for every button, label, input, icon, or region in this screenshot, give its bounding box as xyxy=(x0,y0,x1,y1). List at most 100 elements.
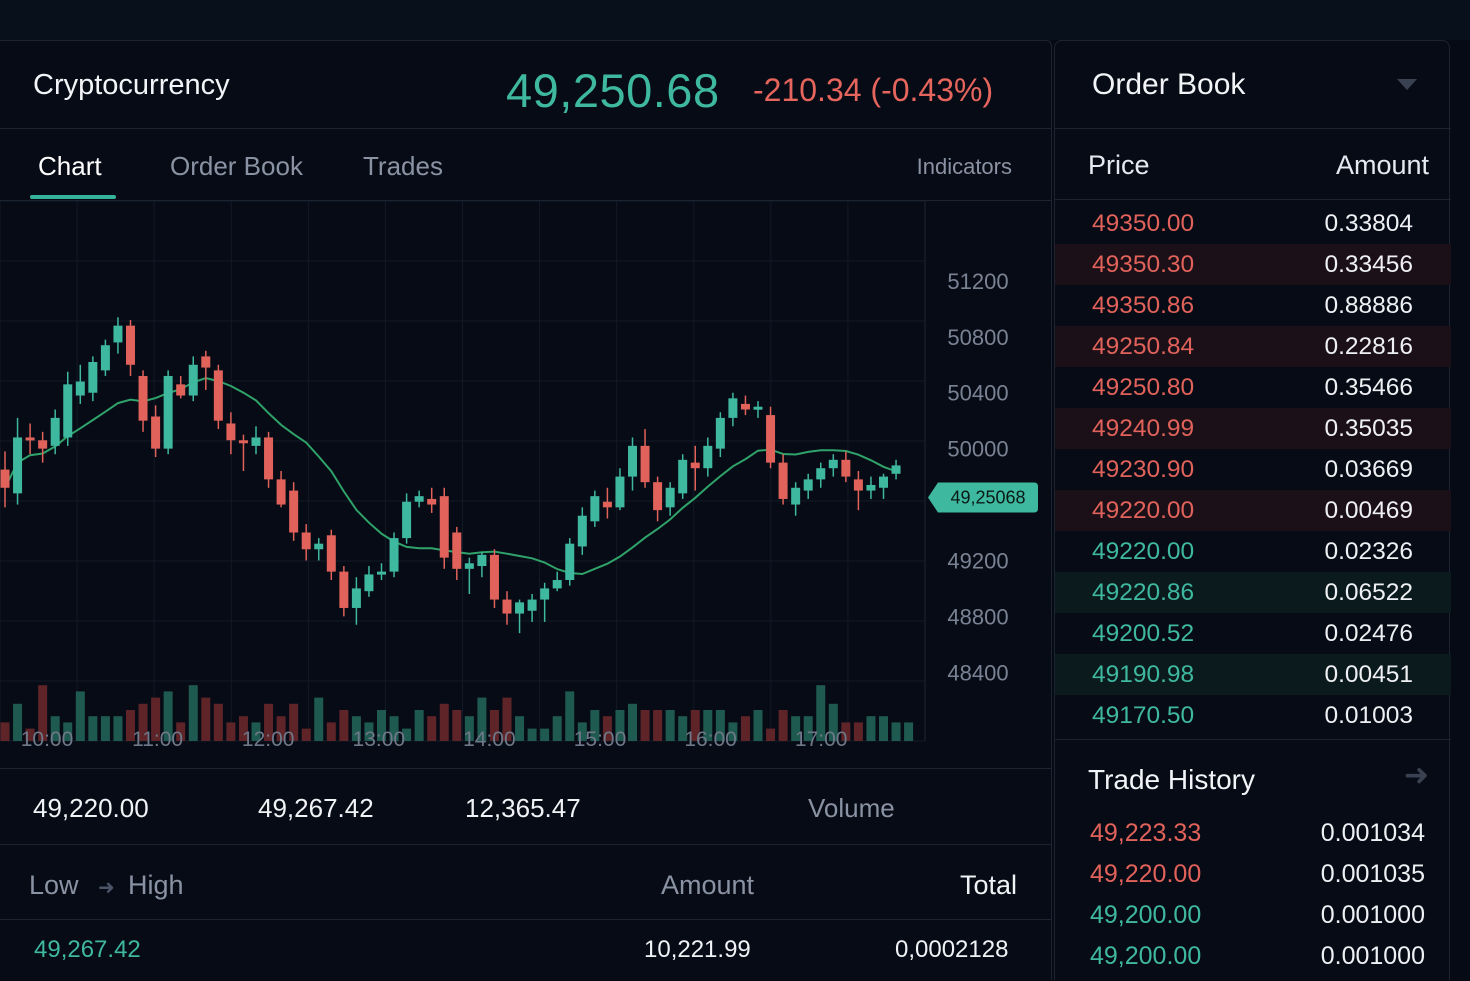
order-amount: 0.00451 xyxy=(1324,661,1413,688)
candle-body xyxy=(63,384,73,438)
volume-bar xyxy=(527,728,537,741)
candle xyxy=(841,451,851,483)
candle-body xyxy=(552,580,562,589)
trade-history-header: Trade History ➜ xyxy=(1055,739,1451,819)
order-book-row[interactable]: 49220.00 0.00469 xyxy=(1055,490,1451,531)
order-amount: 0.02326 xyxy=(1324,538,1413,565)
volume-bar xyxy=(100,716,110,741)
column-amount: Amount xyxy=(1335,150,1429,180)
candle-body xyxy=(88,361,98,393)
trade-history-row[interactable]: 49,200.00 0.001000 xyxy=(1055,938,1451,979)
candle xyxy=(264,431,274,488)
candle-body xyxy=(515,602,525,614)
candle xyxy=(740,395,750,416)
candle xyxy=(351,577,361,625)
candle-body xyxy=(301,532,311,550)
order-amount: 0.33804 xyxy=(1324,210,1413,237)
chevron-down-icon[interactable] xyxy=(1397,79,1417,90)
order-book-row[interactable]: 49350.86 0.88886 xyxy=(1055,285,1451,326)
trade-history-row[interactable]: 49,223.33 0.001034 xyxy=(1055,815,1451,856)
volume-bar xyxy=(377,710,386,741)
candle-body xyxy=(628,445,637,477)
order-book-panel: Order Book Price Amount 49350.00 0.33804 4… xyxy=(1054,40,1451,980)
column-low[interactable]: Low xyxy=(29,870,79,900)
column-amount[interactable]: Amount xyxy=(661,870,755,900)
candle xyxy=(314,538,324,561)
candle-body xyxy=(326,535,336,572)
trade-history-row[interactable]: 49,200.00 0.001000 xyxy=(1055,897,1451,938)
volume-bar xyxy=(628,703,637,741)
candle-body xyxy=(213,370,223,421)
table-row[interactable]: 49,267.42 10,221.99 0,0002128 xyxy=(0,920,1052,981)
candle xyxy=(515,599,525,634)
volume-bar xyxy=(364,722,374,741)
candle xyxy=(590,490,600,527)
order-book-row[interactable]: 49220.86 0.06522 xyxy=(1055,572,1451,613)
column-total[interactable]: Total xyxy=(960,870,1018,900)
candle xyxy=(63,371,73,446)
candle xyxy=(540,582,550,622)
order-book-list: 49350.00 0.33804 49350.30 0.33456 49350.86 0.… xyxy=(1055,203,1451,736)
candle xyxy=(791,482,801,516)
volume-bar xyxy=(0,722,10,741)
candle-body xyxy=(477,554,487,567)
order-book-row[interactable]: 49230.90 0.03669 xyxy=(1055,449,1451,490)
candle-body xyxy=(866,484,876,491)
moving-average-line xyxy=(4,377,897,576)
candle xyxy=(25,423,35,455)
order-book-header: Order Book xyxy=(1055,41,1451,129)
order-book-row[interactable]: 49200.52 0.02476 xyxy=(1055,613,1451,654)
order-book-row[interactable]: 49170.50 0.01003 xyxy=(1055,695,1451,736)
tab-order-book[interactable]: Order Book xyxy=(170,151,303,181)
order-book-row[interactable]: 49250.80 0.35466 xyxy=(1055,367,1451,408)
order-amount: 0.03669 xyxy=(1324,456,1413,483)
volume-bar xyxy=(841,722,851,741)
candle xyxy=(50,409,60,455)
candle-body xyxy=(640,445,650,483)
candlestick-chart[interactable]: 51200 50800 50400 50000 49200 48800 48400 10:0… xyxy=(0,201,1052,768)
column-price: Price xyxy=(1088,150,1150,180)
trade-history-row[interactable]: 49,220.00 0.001035 xyxy=(1055,856,1451,897)
candle-body xyxy=(201,356,211,368)
order-book-row[interactable]: 49350.30 0.33456 xyxy=(1055,244,1451,285)
candle xyxy=(452,526,462,581)
candle xyxy=(88,356,98,402)
indicators-button[interactable]: Indicators xyxy=(916,154,1012,179)
order-price: 49350.30 xyxy=(1092,251,1195,278)
candle-body xyxy=(540,588,550,600)
candle-body xyxy=(377,571,386,575)
order-book-title: Order Book xyxy=(1092,68,1246,101)
candle-body xyxy=(590,496,600,522)
stats-bar: 49,220.00 49,267.42 12,365.47 Volume xyxy=(0,768,1052,845)
candle-body xyxy=(13,437,23,494)
trade-amount: 0.001000 xyxy=(1320,942,1425,970)
candle-body xyxy=(753,406,763,410)
x-tick-label: 11:00 xyxy=(132,728,183,751)
stat-value-3: 12,365.47 xyxy=(465,793,581,823)
candle xyxy=(75,364,85,404)
volume-bar xyxy=(740,716,750,741)
volume-bar xyxy=(238,716,248,741)
order-book-row[interactable]: 49240.99 0.35035 xyxy=(1055,408,1451,449)
tab-chart[interactable]: Chart xyxy=(38,151,102,181)
tab-trades[interactable]: Trades xyxy=(363,151,443,181)
y-tick-label: 48800 xyxy=(947,604,1008,629)
price-change: -210.34 (-0.43%) xyxy=(753,72,994,108)
candle-body xyxy=(176,384,186,396)
order-book-row[interactable]: 49250.84 0.22816 xyxy=(1055,326,1451,367)
column-high[interactable]: High xyxy=(128,870,184,900)
order-price: 49200.52 xyxy=(1092,620,1195,647)
order-book-row[interactable]: 49220.00 0.02326 xyxy=(1055,531,1451,572)
volume-bar xyxy=(226,722,236,741)
ticker-header: Cryptocurrency 49,250.68 -210.34 (-0.43%… xyxy=(0,41,1052,129)
order-price: 49190.98 xyxy=(1092,661,1195,688)
volume-bar xyxy=(690,710,700,741)
candle xyxy=(565,538,575,586)
volume-bar xyxy=(138,703,148,741)
arrow-right-icon[interactable]: ➜ xyxy=(1403,759,1429,792)
candle-body xyxy=(565,543,575,581)
order-book-row[interactable]: 49350.00 0.33804 xyxy=(1055,203,1451,244)
order-book-row[interactable]: 49190.98 0.00451 xyxy=(1055,654,1451,695)
candle xyxy=(715,412,725,458)
volume-bar xyxy=(201,697,211,741)
